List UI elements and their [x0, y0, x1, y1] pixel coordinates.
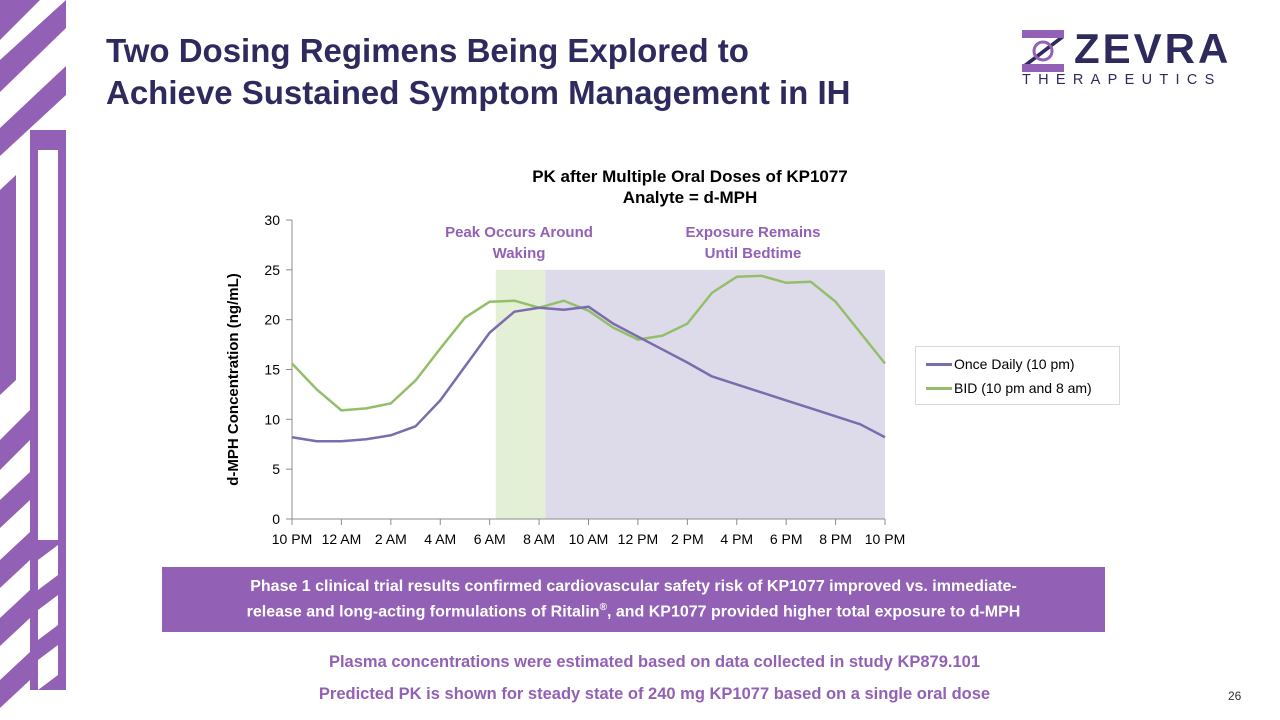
x-tick-label: 2 PM	[671, 531, 704, 547]
x-tick-label: 6 PM	[770, 531, 803, 547]
y-tick-label: 30	[264, 212, 280, 228]
y-tick-label: 25	[264, 262, 280, 278]
legend-swatch-once-daily	[926, 362, 952, 366]
logo-subtitle: THERAPEUTICS	[1022, 72, 1222, 88]
banner-line1: Phase 1 clinical trial results confirmed…	[250, 578, 1017, 596]
chart-legend: Once Daily (10 pm) BID (10 pm and 8 am)	[915, 346, 1120, 405]
banner-line2-pre: release and long-acting formulations of …	[246, 603, 600, 621]
footnote-line2: Predicted PK is shown for steady state o…	[318, 685, 991, 703]
banner-line2-post: , and KP1077 provided higher total expos…	[606, 603, 1021, 621]
slide-title-line1: Two Dosing Regimens Being Explored to	[106, 32, 749, 69]
series-line-bid	[291, 274, 886, 412]
logo-wordmark: ZEVRA	[1074, 25, 1232, 72]
x-tick-label: 4 PM	[720, 531, 753, 547]
y-tick-label: 10	[264, 411, 280, 427]
slide-title-line2: Achieve Sustained Symptom Management in …	[106, 74, 851, 111]
x-tick-label: 10 PM	[865, 531, 905, 547]
series-line-once-daily	[291, 305, 886, 443]
y-tick-label: 20	[264, 312, 280, 328]
page-number: 26	[1228, 689, 1242, 703]
registered-mark: ®	[599, 602, 607, 614]
legend-item-bid: BID (10 pm and 8 am)	[916, 376, 1119, 400]
y-tick-label: 0	[272, 511, 280, 527]
x-tick-label: 4 AM	[424, 531, 456, 547]
chart-title-line1: PK after Multiple Oral Doses of KP1077	[532, 167, 848, 186]
y-axis-label: d-MPH Concentration (ng/mL)	[225, 273, 242, 485]
x-tick-label: 8 PM	[819, 531, 852, 547]
y-tick-label: 15	[264, 362, 280, 378]
x-tick-label: 10 PM	[272, 531, 312, 547]
slide-title: Two Dosing Regimens Being Explored to Ac…	[106, 30, 851, 114]
region-label-1-line1: Peak Occurs Around	[445, 224, 593, 241]
legend-swatch-bid	[926, 386, 952, 390]
company-logo: ZEVRA THERAPEUTICS	[1018, 25, 1240, 92]
y-tick-label: 5	[272, 461, 280, 477]
banner-text: Phase 1 clinical trial results confirmed…	[247, 576, 1021, 622]
x-tick-label: 12 AM	[322, 531, 362, 547]
region-label-1-line2: Waking	[493, 245, 546, 262]
region-label-2-line1: Exposure Remains	[685, 224, 820, 241]
x-tick-label: 2 AM	[375, 531, 407, 547]
legend-item-once-daily: Once Daily (10 pm)	[916, 352, 1119, 376]
decorative-stripe-pattern	[0, 0, 66, 708]
chart-title: PK after Multiple Oral Doses of KP1077 A…	[430, 166, 950, 208]
logo-mark-icon	[1022, 30, 1064, 72]
footnote-line1: Plasma concentrations were estimated bas…	[328, 653, 981, 671]
shaded-region-2	[545, 269, 885, 519]
x-tick-label: 10 AM	[569, 531, 609, 547]
chart-title-line2: Analyte = d-MPH	[622, 188, 758, 207]
legend-label-once-daily: Once Daily (10 pm)	[954, 356, 1075, 372]
results-banner: Phase 1 clinical trial results confirmed…	[162, 567, 1105, 632]
region-label-2-line2: Until Bedtime	[705, 245, 802, 262]
x-tick-label: 6 AM	[474, 531, 506, 547]
legend-label-bid: BID (10 pm and 8 am)	[954, 380, 1092, 396]
x-tick-label: 8 AM	[523, 531, 555, 547]
x-tick-label: 12 PM	[618, 531, 658, 547]
